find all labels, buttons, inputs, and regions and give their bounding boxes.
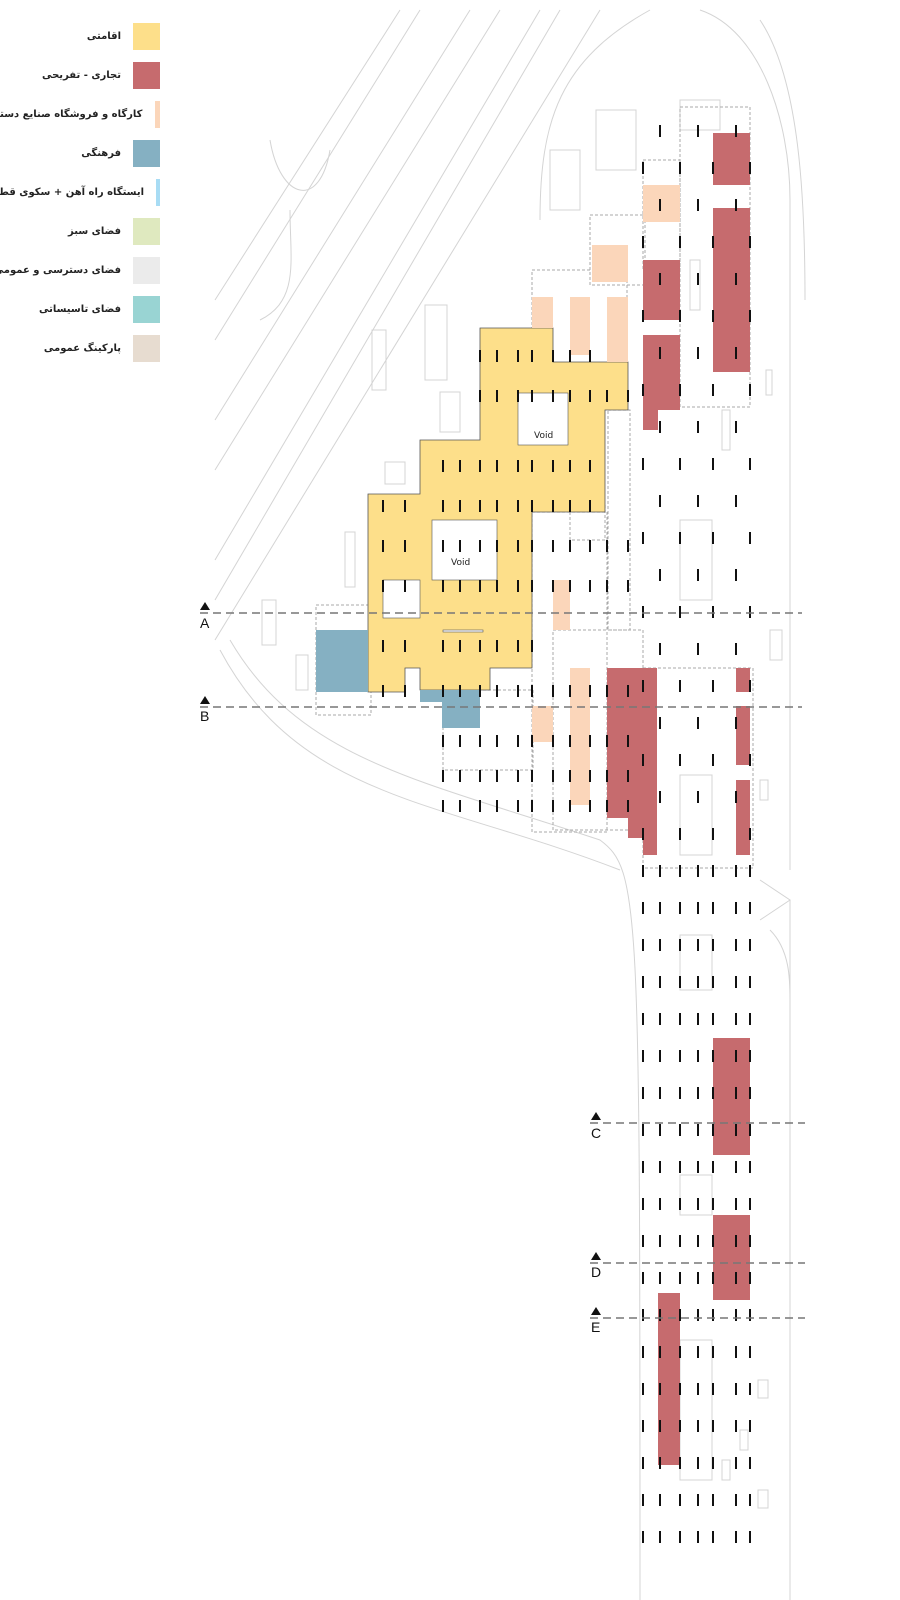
legend-item: فرهنگی [0, 139, 160, 167]
void-label-1: Void [534, 431, 553, 441]
legend-label: تجاری - تفریحی [41, 69, 121, 81]
legend-item: تجاری - تفریحی [0, 61, 160, 89]
commercial-zone [607, 133, 750, 1465]
legend-item: ایستگاه راه آهن + سکوی قطار [0, 178, 160, 206]
column-ticks [382, 125, 751, 1543]
section-c: C [591, 1125, 601, 1141]
legend-label: اقامتی [86, 30, 121, 42]
legend-swatch [156, 178, 160, 206]
legend-label: ایستگاه راه آهن + سکوی قطار [0, 186, 145, 198]
legend-item: اقامتی [0, 22, 160, 50]
legend-swatch [133, 217, 160, 245]
legend-label: پارکینگ عمومی [43, 342, 121, 354]
section-lines [200, 612, 805, 1319]
legend-item: فضای دسترسی و عمومی [0, 256, 160, 284]
legend-label: فضای دسترسی و عمومی [0, 264, 121, 276]
legend-swatch [133, 295, 160, 323]
void-label-2: Void [451, 558, 470, 568]
context-lines [214, 9, 806, 1600]
legend-swatch [133, 334, 160, 362]
legend-swatch [133, 61, 160, 89]
legend-swatch [133, 139, 160, 167]
section-markers: A B C D E [200, 602, 601, 1335]
legend-label: فضای تاسیساتی [38, 303, 121, 315]
section-e: E [591, 1319, 600, 1335]
legend-label: کارگاه و فروشگاه صنایع دستی [0, 108, 143, 120]
legend-item: فضای سبز [0, 217, 160, 245]
void-areas [382, 392, 569, 633]
legend-swatch [133, 256, 160, 284]
legend-label: فضای سبز [68, 225, 121, 237]
legend-swatch [154, 100, 160, 128]
legend-label: فرهنگی [81, 147, 121, 159]
legend-item: فضای تاسیساتی [0, 295, 160, 323]
handicraft-zone [532, 185, 680, 805]
section-a: A [200, 615, 210, 631]
legend-swatch [133, 22, 160, 50]
section-d: D [591, 1264, 601, 1280]
section-b: B [200, 708, 209, 724]
legend-item: کارگاه و فروشگاه صنایع دستی [0, 100, 160, 128]
legend-item: پارکینگ عمومی [0, 334, 160, 362]
